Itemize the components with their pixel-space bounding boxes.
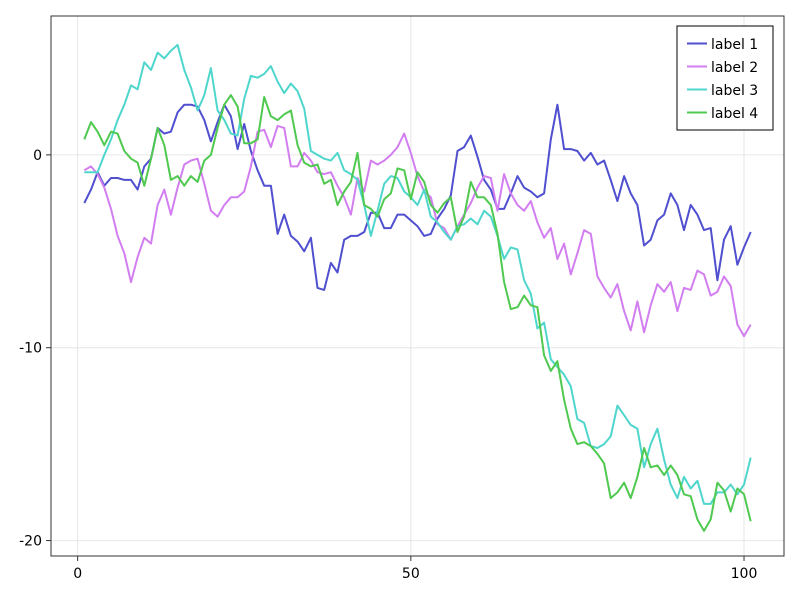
axis-ticks: 0 50 100 0 -10 -20 — [19, 148, 757, 582]
legend-label: label 3 — [711, 83, 758, 99]
legend: label 1 label 2 label 3 label 4 — [676, 25, 774, 131]
y-tick-label: -10 — [19, 341, 42, 357]
legend-label: label 4 — [711, 106, 758, 122]
y-tick-label: 0 — [33, 148, 42, 164]
legend-label: label 2 — [711, 60, 758, 76]
series-line-label-3 — [84, 43, 752, 505]
legend-label: label 1 — [711, 37, 758, 53]
y-tick-label: -20 — [19, 534, 42, 550]
plot-frame — [50, 15, 785, 557]
x-tick-label: 0 — [73, 566, 82, 582]
x-tick-label: 50 — [402, 566, 420, 582]
series-lines — [83, 43, 752, 532]
series-line-label-4 — [83, 94, 752, 532]
x-tick-label: 100 — [731, 566, 758, 582]
